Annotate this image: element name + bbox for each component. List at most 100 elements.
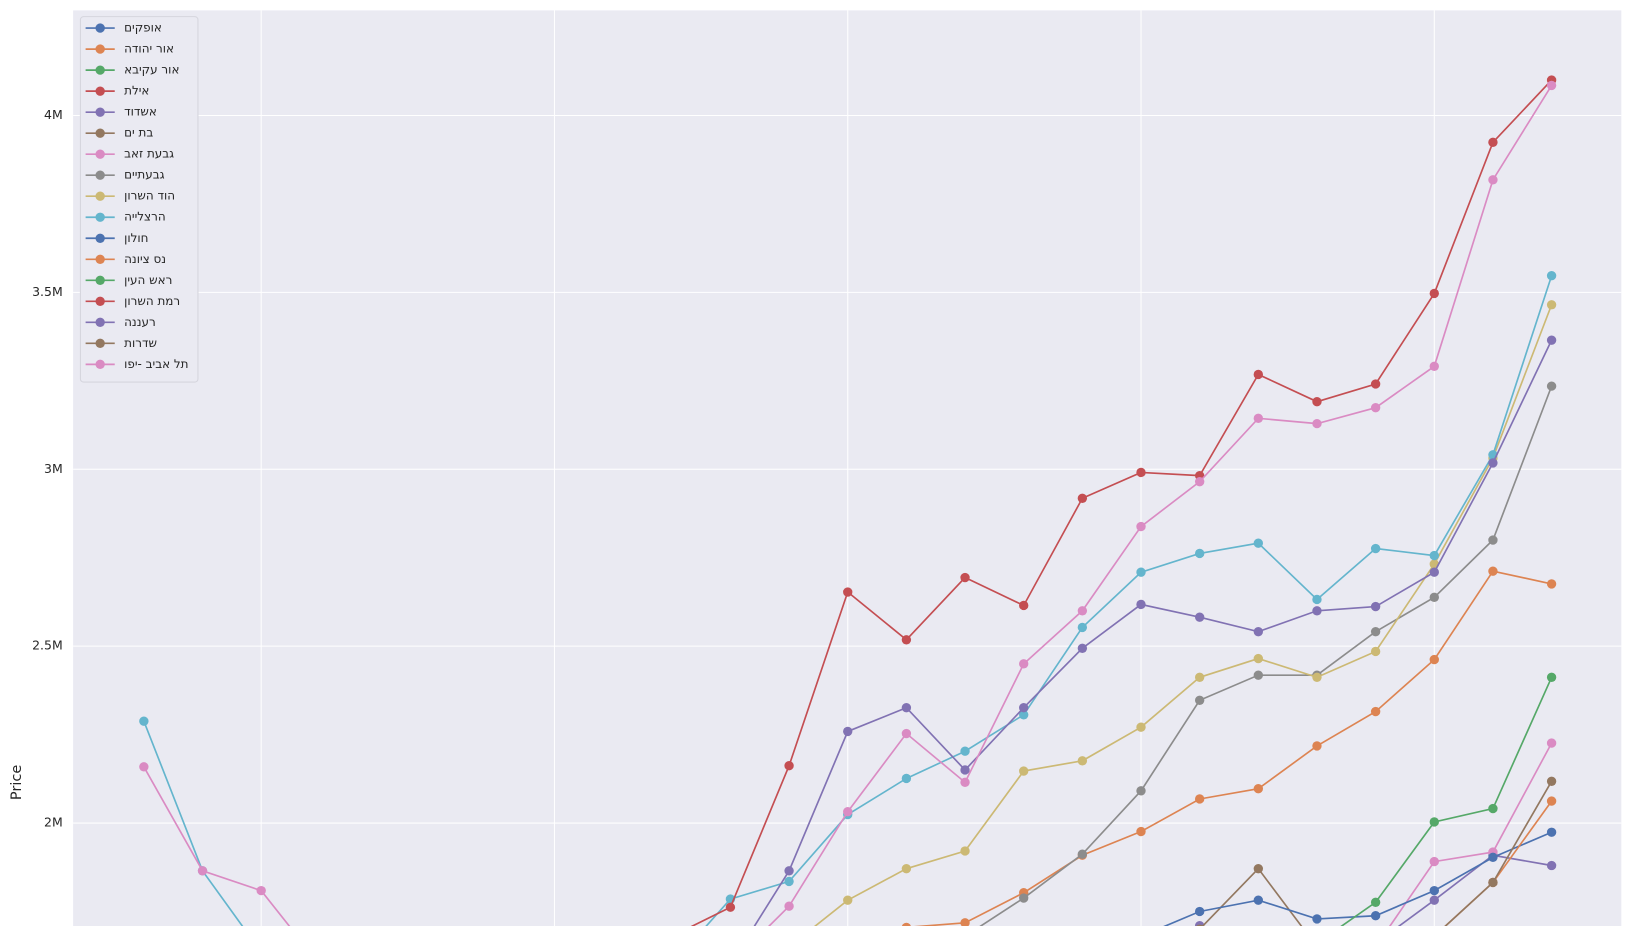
legend-marker [95, 23, 105, 33]
data-point [1194, 612, 1205, 622]
data-point [1077, 849, 1088, 859]
series-line [690, 79, 1553, 926]
data-point [843, 895, 853, 905]
data-point [1546, 335, 1557, 345]
data-point [1194, 794, 1205, 804]
data-point [1077, 606, 1088, 616]
data-point [1370, 911, 1381, 921]
data-point [1370, 543, 1381, 554]
series-line [1388, 742, 1553, 926]
legend-label: גבעתיים [124, 168, 165, 182]
data-point [139, 762, 149, 772]
legend-marker [95, 149, 105, 159]
legend-marker [95, 86, 105, 96]
y-tick-label: 2.5M [32, 638, 63, 653]
data-point [1546, 672, 1557, 682]
data-point [1429, 567, 1439, 577]
data-point [1136, 467, 1146, 478]
data-point [1253, 784, 1264, 794]
data-point [843, 587, 853, 597]
data-point [1077, 493, 1088, 503]
legend-marker [95, 275, 105, 285]
data-point [1312, 594, 1322, 605]
legend-marker [95, 254, 105, 264]
data-point [1312, 418, 1322, 429]
data-point [1312, 672, 1322, 682]
data-point [1253, 864, 1264, 874]
data-point [1429, 361, 1439, 371]
data-point [1194, 906, 1205, 917]
data-point [960, 918, 970, 926]
data-point [1194, 672, 1205, 682]
data-point [1429, 654, 1439, 665]
legend-label: אשדוד [124, 105, 157, 119]
legend-marker [95, 338, 105, 349]
data-point [1370, 646, 1381, 657]
data-point [1019, 766, 1029, 776]
legend-marker [95, 44, 105, 54]
data-point [1194, 476, 1205, 487]
data-point [1312, 397, 1322, 407]
data-point [1546, 271, 1557, 281]
data-point [1546, 80, 1557, 91]
data-point [1253, 413, 1264, 424]
legend-label: חולון [124, 231, 148, 245]
data-point [139, 716, 149, 726]
data-point [1253, 626, 1264, 637]
data-point [1136, 786, 1146, 796]
data-point [960, 846, 970, 856]
data-point [1077, 756, 1088, 766]
data-point [1077, 643, 1088, 653]
data-point [1253, 653, 1264, 664]
data-point [1194, 548, 1205, 559]
legend-marker [95, 65, 105, 75]
data-point [1370, 601, 1381, 612]
legend-label: אור יהודה [124, 42, 174, 56]
data-point [1488, 803, 1498, 814]
series-line [1163, 831, 1552, 926]
y-tick-label: 2M [44, 815, 63, 830]
data-point [1019, 703, 1029, 713]
data-point [960, 746, 970, 756]
legend-label: תל אביב -יפו [124, 357, 188, 371]
data-point [1253, 538, 1264, 548]
y-tick-label: 4M [44, 107, 63, 122]
data-point [1429, 856, 1439, 867]
legend-label: ראש העין [124, 273, 172, 287]
data-point [256, 885, 266, 896]
y-tick-label: 3M [44, 461, 63, 476]
data-point [1429, 288, 1439, 299]
data-point [1429, 817, 1439, 827]
data-point [1488, 458, 1498, 468]
data-point [1019, 659, 1029, 669]
legend-label: בת ים [124, 126, 153, 140]
data-point [784, 901, 794, 911]
data-point [960, 777, 970, 788]
data-point [1253, 895, 1264, 905]
data-point [901, 864, 912, 874]
data-point [1546, 579, 1557, 589]
data-point [1253, 670, 1264, 680]
data-point [784, 876, 794, 887]
data-point [1136, 521, 1146, 532]
data-point [1546, 300, 1557, 310]
legend-marker [95, 317, 105, 328]
legend-label: גבעת זאב [124, 147, 174, 161]
data-point [901, 728, 912, 739]
data-point [1546, 827, 1557, 837]
data-point [1136, 567, 1146, 577]
data-point [1546, 796, 1557, 806]
data-point [1136, 722, 1146, 732]
data-point [1194, 920, 1205, 926]
data-point [1312, 606, 1322, 616]
legend-marker [95, 107, 105, 117]
data-point [1546, 381, 1557, 391]
data-point [1488, 137, 1498, 148]
data-point [1136, 826, 1146, 837]
legend-label: הוד השרון [124, 189, 175, 203]
legend-label: אור עקיבא [124, 63, 179, 77]
legend-label: הרצלייה [124, 210, 166, 224]
data-point [1312, 741, 1322, 751]
legend-marker [95, 212, 105, 222]
